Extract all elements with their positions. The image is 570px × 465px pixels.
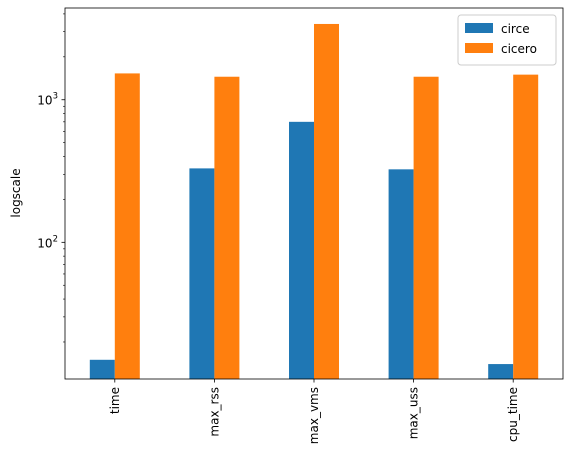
bar-cicero-max_uss (413, 76, 439, 379)
bar-circe-max_vms (289, 121, 314, 379)
bar-cicero-max_vms (314, 23, 339, 379)
x-tick-label-cpu_time: cpu_time (506, 387, 520, 442)
legend-label-circe: circe (501, 22, 530, 36)
bar-circe-max_uss (388, 169, 414, 379)
legend: circe cicero (457, 14, 557, 66)
bar-cicero-time (114, 73, 140, 379)
bars-layer (89, 23, 539, 380)
y-tick-base: 10 (37, 94, 52, 108)
bar-circe-max_rss (189, 168, 215, 379)
y-tick-label: 102 (37, 234, 58, 250)
x-tick-label-time: time (108, 387, 122, 414)
bar-cicero-cpu_time (513, 74, 539, 380)
x-tick-label-max_vms: max_vms (307, 387, 321, 444)
bar-circe-time (89, 359, 115, 379)
x-axis: time max_rss max_vms max_uss cpu_time (108, 379, 520, 444)
legend-swatch-circe (465, 23, 493, 33)
plot-frame (64, 7, 564, 380)
x-tick-label-max_uss: max_uss (407, 387, 421, 439)
legend-swatch-cicero (465, 43, 493, 53)
x-tick-label-max_rss: max_rss (207, 387, 221, 437)
y-tick-label: 103 (37, 92, 58, 108)
y-axis-label: logscale (9, 168, 23, 217)
bar-circe-cpu_time (488, 364, 514, 379)
y-tick-base: 10 (37, 236, 52, 250)
legend-label-cicero: cicero (501, 42, 537, 56)
y-tick-exponent: 3 (53, 92, 58, 102)
y-tick-exponent: 2 (53, 234, 58, 244)
bar-cicero-max_rss (214, 76, 240, 379)
